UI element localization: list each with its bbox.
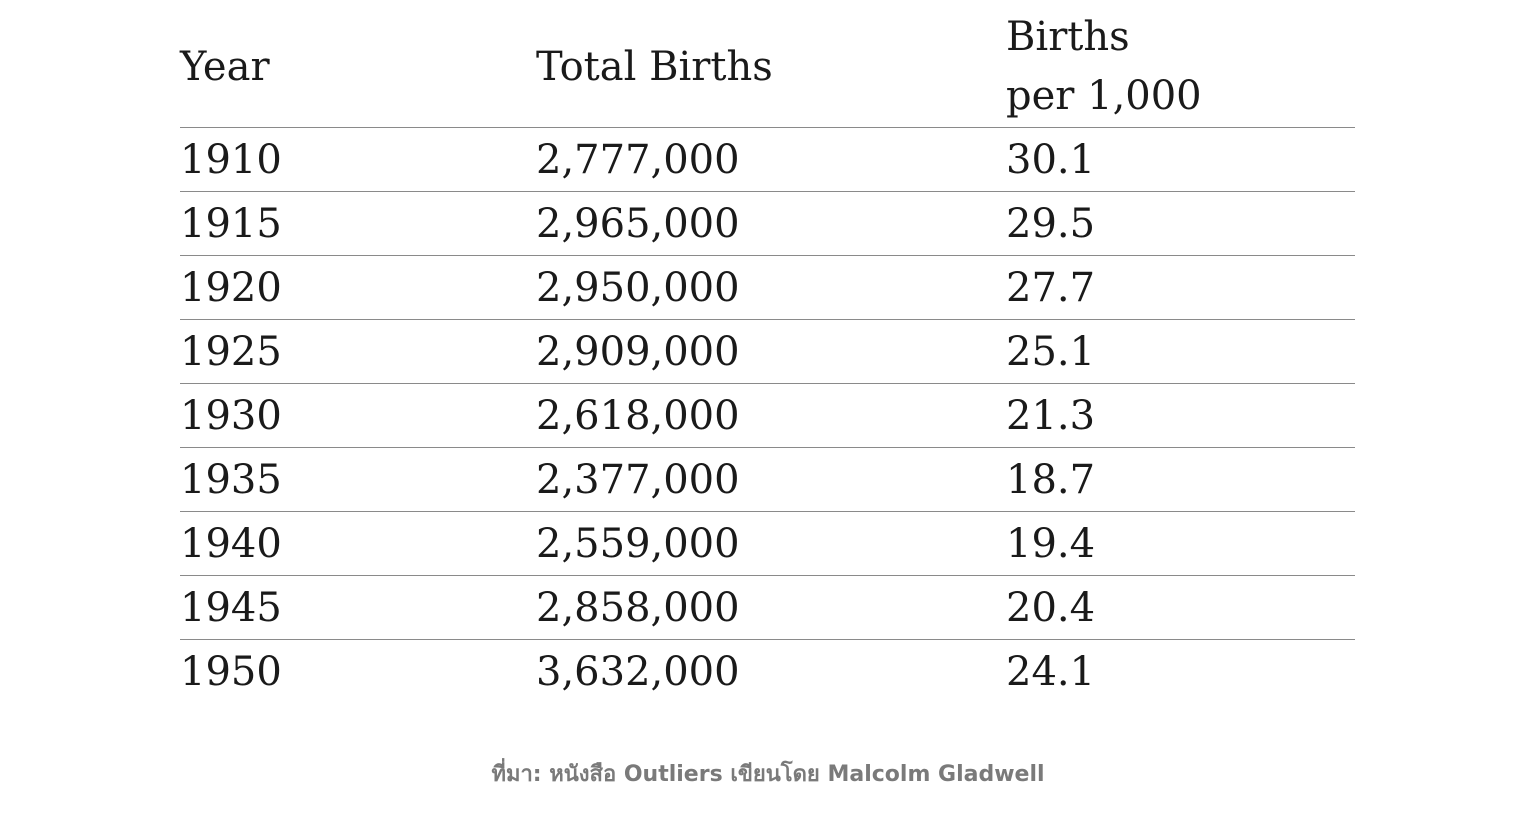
table-row: 1945 2,858,000 20.4 bbox=[180, 576, 1355, 640]
cell-total-births: 2,858,000 bbox=[536, 585, 740, 631]
cell-births-per-1000: 18.7 bbox=[1006, 457, 1096, 503]
table-row: 1925 2,909,000 25.1 bbox=[180, 320, 1355, 384]
cell-births-per-1000: 20.4 bbox=[1006, 585, 1096, 631]
cell-total-births: 2,618,000 bbox=[536, 393, 740, 439]
header-births-per-1000-line1: Births bbox=[1006, 14, 1130, 60]
cell-total-births: 2,909,000 bbox=[536, 329, 740, 375]
cell-births-per-1000: 27.7 bbox=[1006, 265, 1096, 311]
table-body: 1910 2,777,000 30.1 1915 2,965,000 29.5 1920 2,… bbox=[180, 128, 1355, 703]
cell-total-births: 2,377,000 bbox=[536, 457, 740, 503]
cell-year: 1925 bbox=[180, 329, 282, 375]
table-header: Year Total Births Births per 1,000 bbox=[180, 0, 1355, 128]
table-row: 1915 2,965,000 29.5 bbox=[180, 192, 1355, 256]
table-row: 1930 2,618,000 21.3 bbox=[180, 384, 1355, 448]
cell-births-per-1000: 25.1 bbox=[1006, 329, 1096, 375]
births-table: Year Total Births Births per 1,000 1910 2… bbox=[180, 0, 1355, 703]
table-row: 1910 2,777,000 30.1 bbox=[180, 128, 1355, 192]
header-births-per-1000-line2: per 1,000 bbox=[1006, 73, 1202, 119]
cell-year: 1915 bbox=[180, 201, 282, 247]
table-row: 1920 2,950,000 27.7 bbox=[180, 256, 1355, 320]
cell-year: 1920 bbox=[180, 265, 282, 311]
cell-year: 1935 bbox=[180, 457, 282, 503]
cell-births-per-1000: 24.1 bbox=[1006, 649, 1096, 695]
cell-total-births: 2,777,000 bbox=[536, 137, 740, 183]
header-year: Year bbox=[180, 44, 270, 90]
cell-year: 1910 bbox=[180, 137, 282, 183]
cell-total-births: 2,965,000 bbox=[536, 201, 740, 247]
header-births-per-1000: Births per 1,000 bbox=[1006, 8, 1266, 126]
table-row: 1950 3,632,000 24.1 bbox=[180, 640, 1355, 703]
cell-births-per-1000: 19.4 bbox=[1006, 521, 1096, 567]
cell-year: 1950 bbox=[180, 649, 282, 695]
cell-year: 1940 bbox=[180, 521, 282, 567]
cell-births-per-1000: 29.5 bbox=[1006, 201, 1096, 247]
cell-total-births: 2,950,000 bbox=[536, 265, 740, 311]
header-total-births: Total Births bbox=[536, 44, 773, 90]
table-row: 1935 2,377,000 18.7 bbox=[180, 448, 1355, 512]
table-row: 1940 2,559,000 19.4 bbox=[180, 512, 1355, 576]
source-caption: ที่มา: หนังสือ Outliers เขียนโดย Malcolm… bbox=[491, 762, 1045, 787]
cell-births-per-1000: 21.3 bbox=[1006, 393, 1096, 439]
cell-year: 1930 bbox=[180, 393, 282, 439]
cell-births-per-1000: 30.1 bbox=[1006, 137, 1096, 183]
cell-total-births: 3,632,000 bbox=[536, 649, 740, 695]
cell-year: 1945 bbox=[180, 585, 282, 631]
cell-total-births: 2,559,000 bbox=[536, 521, 740, 567]
